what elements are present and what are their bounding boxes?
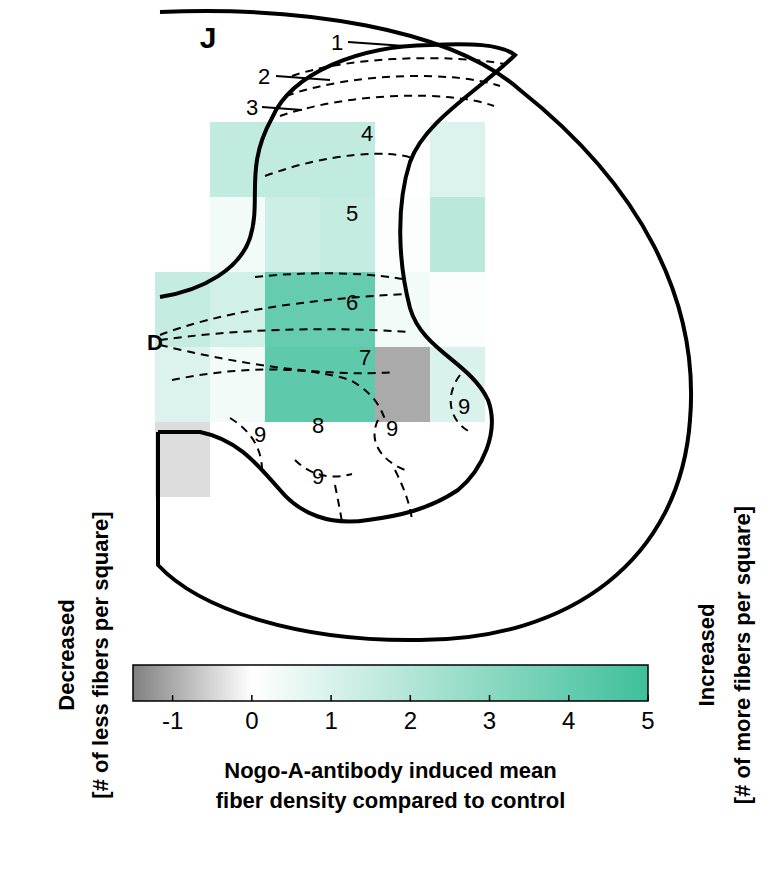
side-label: [# of more fibers per square] bbox=[730, 506, 755, 804]
lamina-label: 6 bbox=[346, 290, 358, 315]
colorbar-tick-label: 4 bbox=[562, 707, 575, 734]
heat-cell bbox=[430, 197, 485, 272]
lamina-label: 7 bbox=[359, 345, 371, 370]
lamina-boundaries bbox=[160, 58, 505, 522]
lamina-label: 3 bbox=[246, 95, 258, 120]
colorbar-tick bbox=[330, 695, 332, 701]
lamina-label: 1 bbox=[331, 30, 343, 55]
colorbar-tick-label: 0 bbox=[245, 707, 258, 734]
colorbar-tick-label: 2 bbox=[404, 707, 417, 734]
heat-cell bbox=[265, 122, 320, 197]
heat-cell bbox=[375, 272, 430, 347]
colorbar-tick bbox=[410, 695, 412, 701]
heat-cell bbox=[430, 272, 485, 347]
colorbar-tick-label: 1 bbox=[324, 707, 337, 734]
lamina-label: 8 bbox=[312, 413, 324, 438]
colorbar bbox=[133, 665, 648, 701]
heat-cell bbox=[265, 272, 320, 347]
heat-cell bbox=[320, 272, 375, 347]
lamina-label: 9 bbox=[386, 416, 398, 441]
side-label: [# of less fibers per square] bbox=[88, 511, 113, 798]
heat-cell bbox=[320, 197, 375, 272]
heat-cell bbox=[265, 347, 320, 422]
colorbar-tick bbox=[172, 695, 174, 701]
figure: 123456789999DJ-1012345Nogo-A-antibody in… bbox=[0, 0, 779, 887]
heat-cell bbox=[430, 122, 485, 197]
colorbar-tick bbox=[489, 695, 491, 701]
heat-cell bbox=[265, 197, 320, 272]
heat-cell bbox=[155, 347, 210, 422]
colorbar-tick-label: 5 bbox=[641, 707, 654, 734]
lamina-label: 9 bbox=[312, 464, 324, 489]
colorbar-tick-label: 3 bbox=[483, 707, 496, 734]
colorbar-tick bbox=[251, 695, 253, 701]
cells bbox=[155, 122, 485, 497]
colorbar-tick-label: -1 bbox=[162, 707, 183, 734]
colorbar-label: Nogo-A-antibody induced mean bbox=[224, 758, 556, 783]
side-label: Decreased bbox=[54, 599, 79, 710]
lamina-label: 4 bbox=[361, 121, 373, 146]
panel-label: J bbox=[200, 21, 217, 54]
side-label: Increased bbox=[694, 604, 719, 707]
cord-outline bbox=[158, 11, 691, 640]
lamina-label: 2 bbox=[258, 64, 270, 89]
heat-cell bbox=[375, 347, 430, 422]
lamina-label: 9 bbox=[254, 422, 266, 447]
lamina-label: D bbox=[147, 330, 163, 355]
colorbar-tick bbox=[568, 695, 570, 701]
colorbar-tick bbox=[647, 695, 649, 701]
lamina-label: 5 bbox=[346, 201, 358, 226]
lamina-label: 9 bbox=[458, 394, 470, 419]
colorbar-label: fiber density compared to control bbox=[216, 788, 566, 813]
